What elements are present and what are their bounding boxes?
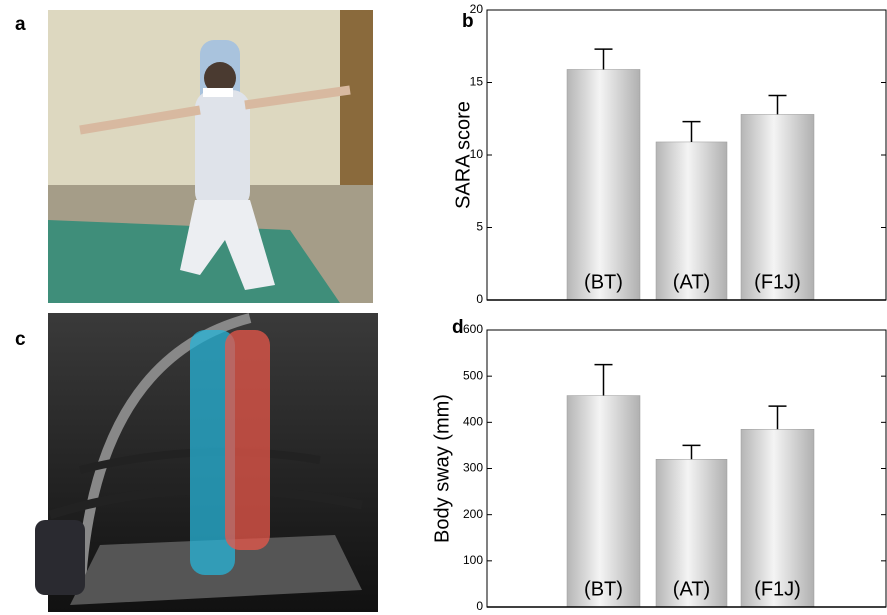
error-bar bbox=[768, 405, 787, 430]
category-label: (F1J) bbox=[754, 271, 801, 293]
category-label: (BT) bbox=[584, 578, 623, 600]
y-tick-label: 200 bbox=[463, 507, 483, 521]
category-label: (F1J) bbox=[754, 578, 801, 600]
bar bbox=[740, 114, 815, 301]
category-label: (AT) bbox=[673, 578, 710, 600]
bar bbox=[566, 395, 641, 608]
panel-label: c bbox=[15, 329, 26, 350]
y-tick-label: 10 bbox=[470, 147, 484, 161]
photo-c bbox=[35, 313, 378, 612]
bar bbox=[740, 429, 815, 608]
y-tick-label: 100 bbox=[463, 553, 483, 567]
bar bbox=[655, 459, 728, 608]
y-tick-label: 0 bbox=[476, 599, 483, 613]
y-tick-label: 600 bbox=[463, 322, 483, 336]
y-tick-label: 20 bbox=[470, 2, 484, 16]
error-bar bbox=[594, 363, 613, 396]
y-tick-label: 500 bbox=[463, 368, 483, 382]
error-bar bbox=[594, 48, 613, 70]
panel-label: a bbox=[15, 14, 26, 35]
y-tick-label: 300 bbox=[463, 461, 483, 475]
y-axis-label: Body sway (mm) bbox=[431, 394, 453, 543]
bar bbox=[655, 141, 728, 301]
panel-label: d bbox=[452, 317, 464, 338]
y-tick-label: 5 bbox=[476, 220, 483, 234]
panel-label: b bbox=[462, 11, 474, 32]
error-bar bbox=[768, 94, 787, 115]
y-tick-label: 15 bbox=[470, 75, 484, 89]
error-bar bbox=[682, 444, 701, 460]
bar bbox=[566, 69, 641, 301]
category-label: (AT) bbox=[673, 271, 710, 293]
y-tick-label: 400 bbox=[463, 415, 483, 429]
y-tick-label: 0 bbox=[476, 292, 483, 306]
y-axis-label: SARA score bbox=[452, 101, 474, 209]
photo-a bbox=[48, 10, 373, 303]
category-label: (BT) bbox=[584, 271, 623, 293]
error-bar bbox=[682, 120, 701, 142]
